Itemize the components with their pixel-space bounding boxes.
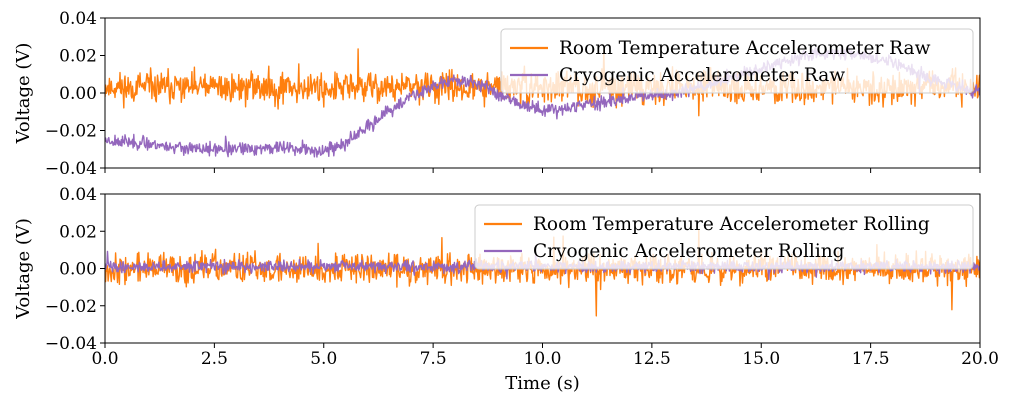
y-axis-label: Voltage (V) (13, 218, 34, 320)
x-tick-label: 15.0 (742, 349, 780, 369)
x-tick-label: 0.0 (91, 349, 118, 369)
y-tick-label: −0.02 (45, 122, 97, 142)
legend-box (474, 204, 974, 270)
x-tick-label: 17.5 (852, 349, 890, 369)
axes-frame (104, 17, 981, 169)
axes-frame (104, 193, 981, 344)
y-tick-label: 0.02 (59, 47, 97, 67)
x-tick-label: 10.0 (524, 349, 562, 369)
x-tick-label: 7.5 (420, 349, 447, 369)
y-tick-label: 0.04 (59, 9, 97, 29)
legend-label: Cryogenic Accelerometer Rolling (533, 241, 845, 262)
legend-label: Cryogenic Accelerometer Raw (559, 65, 845, 86)
legend-box (500, 28, 974, 94)
x-tick-label: 2.5 (201, 349, 228, 369)
panel-bottom: −0.04 −0.02 0.00 0.02 0.04 0.0 2.5 5.0 7.5 10.0 12… (13, 185, 999, 394)
y-tick-label: −0.02 (45, 297, 97, 317)
x-tick-label: 12.5 (633, 349, 671, 369)
y-tick-label: −0.04 (45, 159, 97, 179)
x-tick-label: 20.0 (961, 349, 999, 369)
y-tick-label: 0.00 (59, 84, 97, 104)
y-axis-label: Voltage (V) (13, 43, 34, 145)
legend: Room Temperature Accelerometer Raw Cryoge… (500, 28, 974, 94)
legend-label: Room Temperature Accelerometer Rolling (533, 214, 930, 235)
panel-top: −0.04 −0.02 0.00 0.02 0.04 Voltage (V) Room Te… (13, 9, 981, 179)
y-tick-label: 0.00 (59, 260, 97, 280)
series-line-room-temperature-accelerometer-rolling (105, 228, 980, 317)
legend: Room Temperature Accelerometer Rolling Cr… (474, 204, 974, 270)
x-axis-label: Time (s) (505, 373, 580, 394)
y-tick-label: −0.04 (45, 334, 97, 354)
y-tick-label: 0.02 (59, 222, 97, 242)
y-tick-label: 0.04 (59, 185, 97, 205)
legend-label: Room Temperature Accelerometer Raw (559, 38, 931, 59)
x-tick-label: 5.0 (310, 349, 337, 369)
